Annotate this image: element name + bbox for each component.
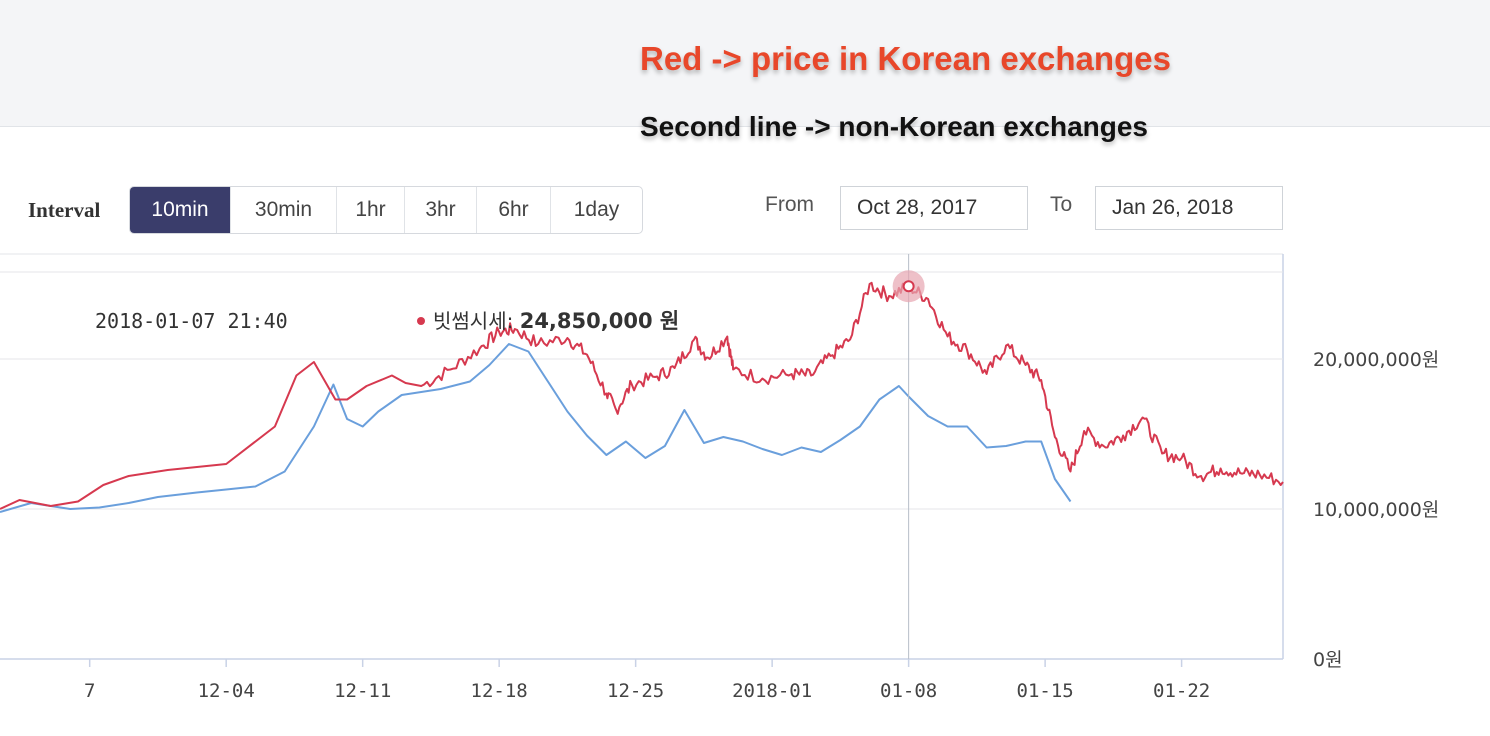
tooltip-series-label: 빗썸시세: 24,850,000 원 xyxy=(433,309,679,333)
from-date-input[interactable]: Oct 28, 2017 xyxy=(840,186,1028,230)
annotation-korean: Red -> price in Korean exchanges xyxy=(640,40,1171,77)
y-tick-label: 10,000,000원 xyxy=(1313,499,1439,521)
x-tick-label: 01-08 xyxy=(880,680,937,702)
interval-label: Interval xyxy=(28,198,101,222)
to-date-input[interactable]: Jan 26, 2018 xyxy=(1095,186,1283,230)
tooltip-time: 2018-01-07 21:40 xyxy=(95,309,288,333)
x-tick-label: 12-25 xyxy=(607,680,664,702)
tooltip-series-name: 빗썸시세: xyxy=(433,309,520,333)
interval-1day-button[interactable]: 1day xyxy=(550,187,642,233)
x-tick-label: 01-22 xyxy=(1153,680,1210,702)
interval-6hr-button[interactable]: 6hr xyxy=(476,187,550,233)
x-tick-label: 12-04 xyxy=(198,680,255,702)
from-label: From xyxy=(765,193,814,216)
x-tick-label: 2018-01 xyxy=(732,680,812,702)
interval-10min-button[interactable]: 10min xyxy=(130,187,230,233)
interval-button-group: 10min 30min 1hr 3hr 6hr 1day xyxy=(129,186,643,234)
tooltip-value: 24,850,000 원 xyxy=(520,309,679,333)
x-tick-label: 12-18 xyxy=(471,680,528,702)
series-line-global xyxy=(0,343,1072,513)
y-tick-label: 0원 xyxy=(1313,649,1343,671)
x-tick-label: 7 xyxy=(84,680,95,702)
tooltip-series-marker xyxy=(417,317,425,325)
highlight-point xyxy=(902,280,915,293)
y-tick-label: 20,000,000원 xyxy=(1313,349,1439,371)
annotation-non-korean: Second line -> non-Korean exchanges xyxy=(640,111,1149,142)
top-band xyxy=(0,0,1490,127)
x-tick-label: 01-15 xyxy=(1017,680,1074,702)
to-label: To xyxy=(1050,193,1073,216)
x-tick-label: 12-11 xyxy=(334,680,391,702)
interval-30min-button[interactable]: 30min xyxy=(230,187,336,233)
series-line-korean xyxy=(0,281,1284,510)
interval-1hr-button[interactable]: 1hr xyxy=(336,187,404,233)
interval-3hr-button[interactable]: 3hr xyxy=(404,187,476,233)
